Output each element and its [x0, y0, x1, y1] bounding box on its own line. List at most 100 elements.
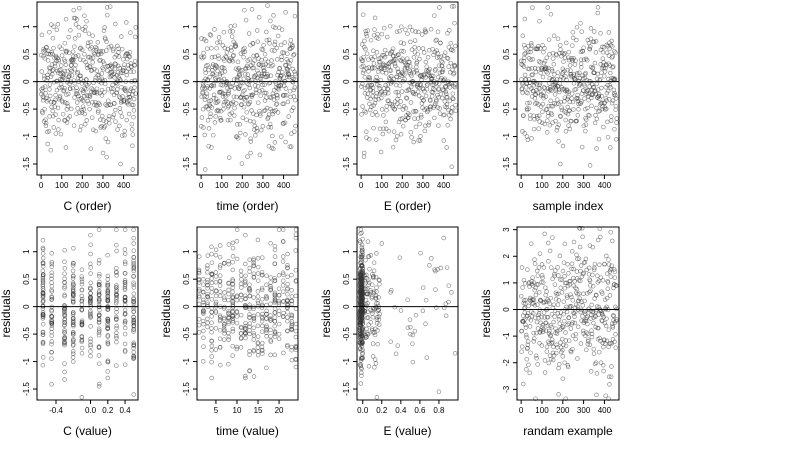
data-point	[364, 51, 370, 56]
data-point	[119, 98, 124, 104]
data-point	[594, 81, 599, 87]
data-point	[369, 294, 375, 299]
data-point	[360, 288, 365, 293]
data-point	[371, 289, 377, 294]
data-point	[272, 295, 278, 300]
data-point	[537, 119, 542, 124]
data-point	[218, 115, 223, 121]
data-point	[399, 89, 405, 94]
data-point	[358, 330, 364, 336]
data-point	[71, 282, 76, 288]
data-point	[596, 93, 602, 99]
data-point	[577, 244, 583, 250]
data-point	[583, 106, 588, 112]
data-point	[131, 301, 137, 306]
y-tick-label: -1	[182, 357, 191, 365]
data-point	[218, 362, 223, 368]
data-point	[88, 280, 93, 286]
data-point	[269, 47, 275, 53]
data-point	[538, 46, 543, 51]
data-point	[545, 240, 551, 246]
data-point	[601, 368, 606, 374]
data-point	[233, 101, 239, 106]
data-point	[221, 321, 227, 327]
data-point	[360, 12, 366, 17]
data-point	[230, 295, 235, 300]
data-point	[594, 146, 599, 151]
x-tick-label: 400	[277, 181, 291, 190]
data-point	[522, 317, 527, 323]
data-point	[226, 321, 231, 326]
data-point	[79, 307, 85, 312]
data-point	[254, 128, 260, 134]
data-point	[259, 87, 265, 93]
data-point	[408, 324, 413, 330]
data-point	[114, 309, 119, 315]
data-point	[256, 15, 262, 20]
data-point	[285, 274, 290, 280]
data-point	[58, 131, 64, 137]
data-point	[114, 363, 119, 368]
data-point	[76, 32, 82, 38]
data-point	[102, 81, 108, 87]
data-point	[293, 123, 298, 129]
data-point	[379, 31, 385, 37]
data-point	[262, 51, 268, 57]
data-point	[276, 227, 282, 232]
data-point	[554, 97, 560, 102]
x-tick-label: 400	[598, 181, 612, 190]
data-point	[384, 126, 389, 132]
data-point	[78, 73, 83, 79]
data-point	[131, 102, 136, 108]
data-point	[591, 84, 596, 90]
data-point	[105, 318, 111, 324]
data-point	[397, 83, 403, 88]
data-point	[209, 280, 215, 286]
data-point	[238, 130, 243, 136]
data-point	[519, 86, 525, 91]
data-point	[360, 315, 365, 321]
data-point	[248, 139, 254, 144]
data-point	[403, 105, 409, 111]
data-point	[562, 274, 567, 279]
points	[38, 4, 138, 172]
data-point	[528, 350, 533, 355]
data-point	[242, 280, 248, 285]
data-point	[105, 68, 110, 73]
data-point	[251, 256, 256, 261]
data-point	[114, 265, 119, 271]
data-point	[216, 35, 222, 40]
data-point	[233, 134, 239, 139]
data-point	[585, 339, 591, 344]
data-point	[238, 336, 244, 341]
data-point	[276, 331, 282, 337]
data-point	[96, 108, 101, 113]
data-point	[228, 45, 234, 50]
data-point	[547, 122, 553, 128]
data-point	[553, 296, 559, 302]
data-point	[289, 327, 295, 333]
data-point	[401, 49, 406, 54]
data-point	[200, 359, 206, 364]
data-point	[230, 285, 235, 290]
data-point	[426, 122, 431, 128]
y-tick-label: 1	[22, 24, 31, 29]
data-point	[56, 127, 61, 132]
data-point	[453, 102, 458, 108]
data-point	[578, 309, 583, 315]
data-point	[201, 125, 206, 130]
data-point	[114, 283, 119, 288]
data-point	[357, 333, 363, 339]
data-point	[289, 321, 295, 326]
data-point	[210, 71, 216, 77]
y-tick-label: 0.5	[342, 48, 351, 60]
data-point	[133, 34, 138, 40]
data-point	[110, 114, 116, 120]
data-point	[368, 289, 374, 295]
data-point	[370, 341, 376, 346]
data-point	[533, 353, 539, 359]
plot-frame	[356, 1, 459, 176]
data-point	[62, 323, 67, 328]
data-point	[612, 275, 618, 280]
data-point	[84, 18, 89, 24]
